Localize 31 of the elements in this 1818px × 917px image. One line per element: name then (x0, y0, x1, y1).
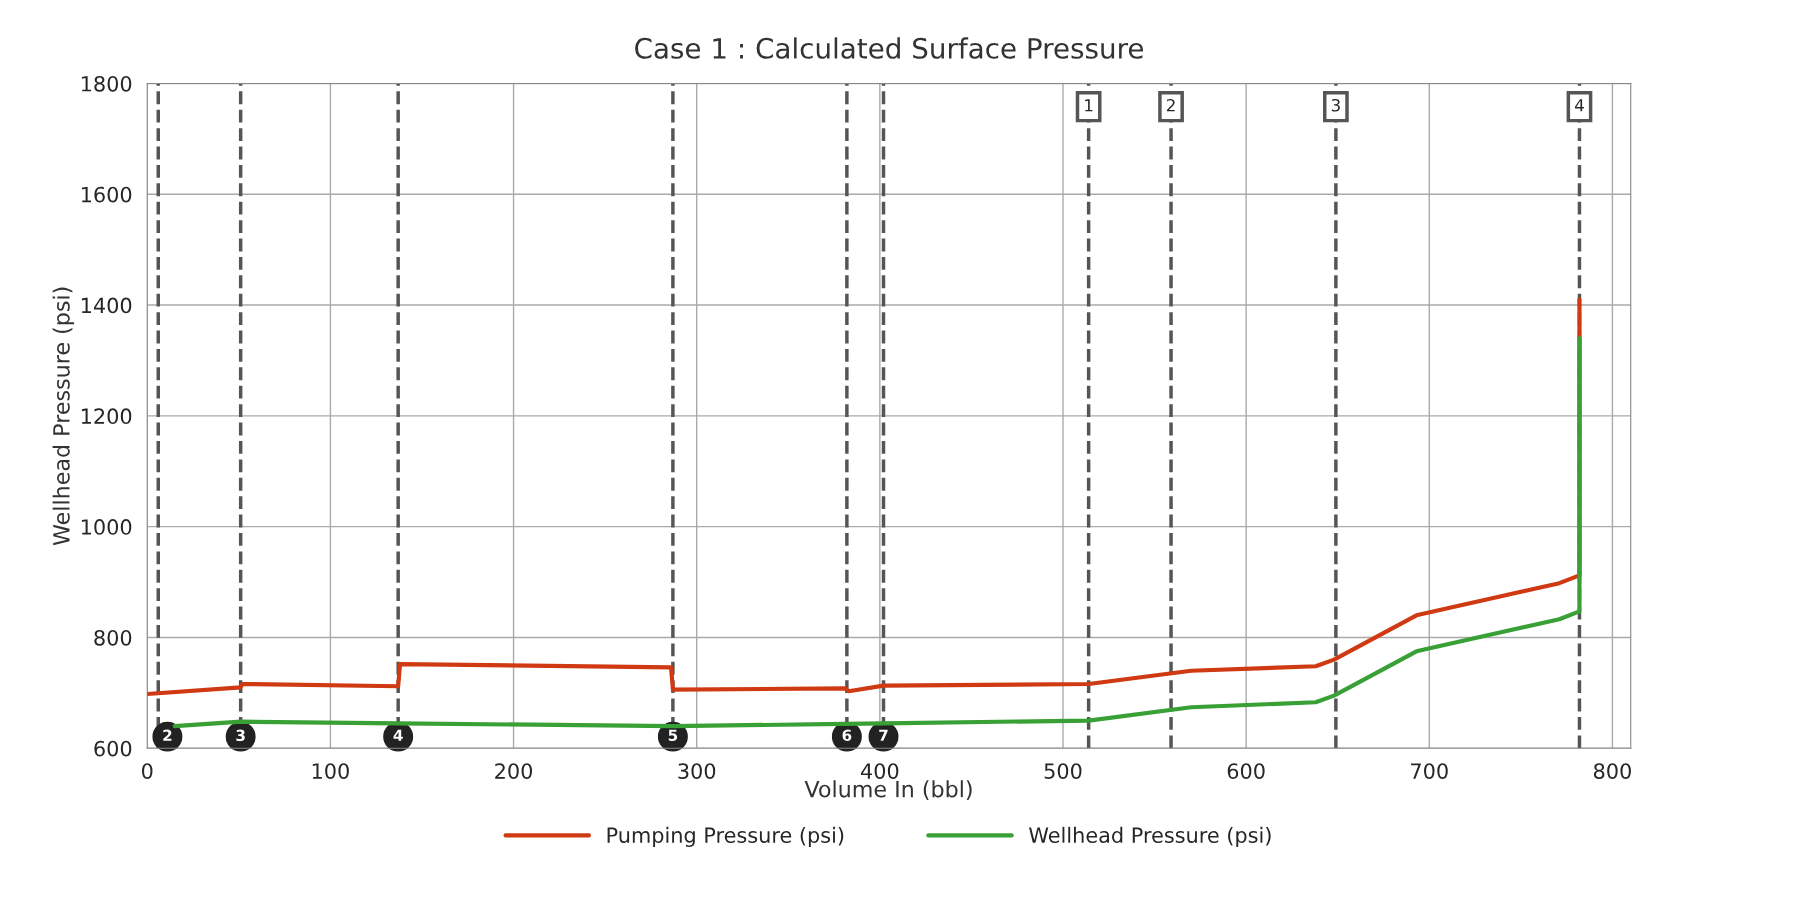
x-tick-label: 400 (860, 763, 899, 779)
x-tick-label: 100 (312, 763, 349, 779)
x-tick-label: 300 (678, 763, 716, 779)
y-tick-label: 1400 (81, 297, 132, 314)
annotation: 2 (163, 729, 172, 741)
annotation: 4 (1574, 99, 1584, 112)
annotation: 5 (668, 729, 678, 742)
annotation: 7 (879, 729, 888, 741)
x-tick-label: 700 (1411, 763, 1448, 779)
annotation: 1 (1085, 99, 1093, 112)
y-tick-label: 600 (94, 740, 132, 757)
legend-label: Pumping Pressure (psi) (607, 826, 844, 848)
y-tick-label: 1800 (81, 75, 132, 92)
x-tick-label: 600 (1227, 763, 1265, 779)
annotation: 3 (236, 729, 245, 742)
x-tick-label: 200 (495, 763, 533, 779)
y-tick-label: 800 (94, 629, 132, 646)
chart-title: Case 1 : Calculated Surface Pressure (635, 37, 1143, 59)
annotation: 4 (393, 729, 403, 741)
annotation: 6 (842, 729, 852, 742)
x-tick-label: 500 (1044, 763, 1082, 779)
y-tick-label: 1000 (81, 519, 132, 535)
x-tick-label: 800 (1593, 763, 1631, 779)
y-tick-label: 1200 (81, 408, 132, 425)
y-tick-label: 1600 (81, 186, 132, 203)
x-tick-label: 0 (142, 763, 153, 779)
annotation: 3 (1331, 98, 1340, 112)
annotation: 2 (1166, 98, 1175, 112)
y-axis-title: Wellhead Pressure (psi) (52, 287, 75, 546)
x-axis-title: Volume In (bbl) (804, 780, 972, 801)
legend-label: Wellhead Pressure (psi) (1029, 826, 1271, 848)
